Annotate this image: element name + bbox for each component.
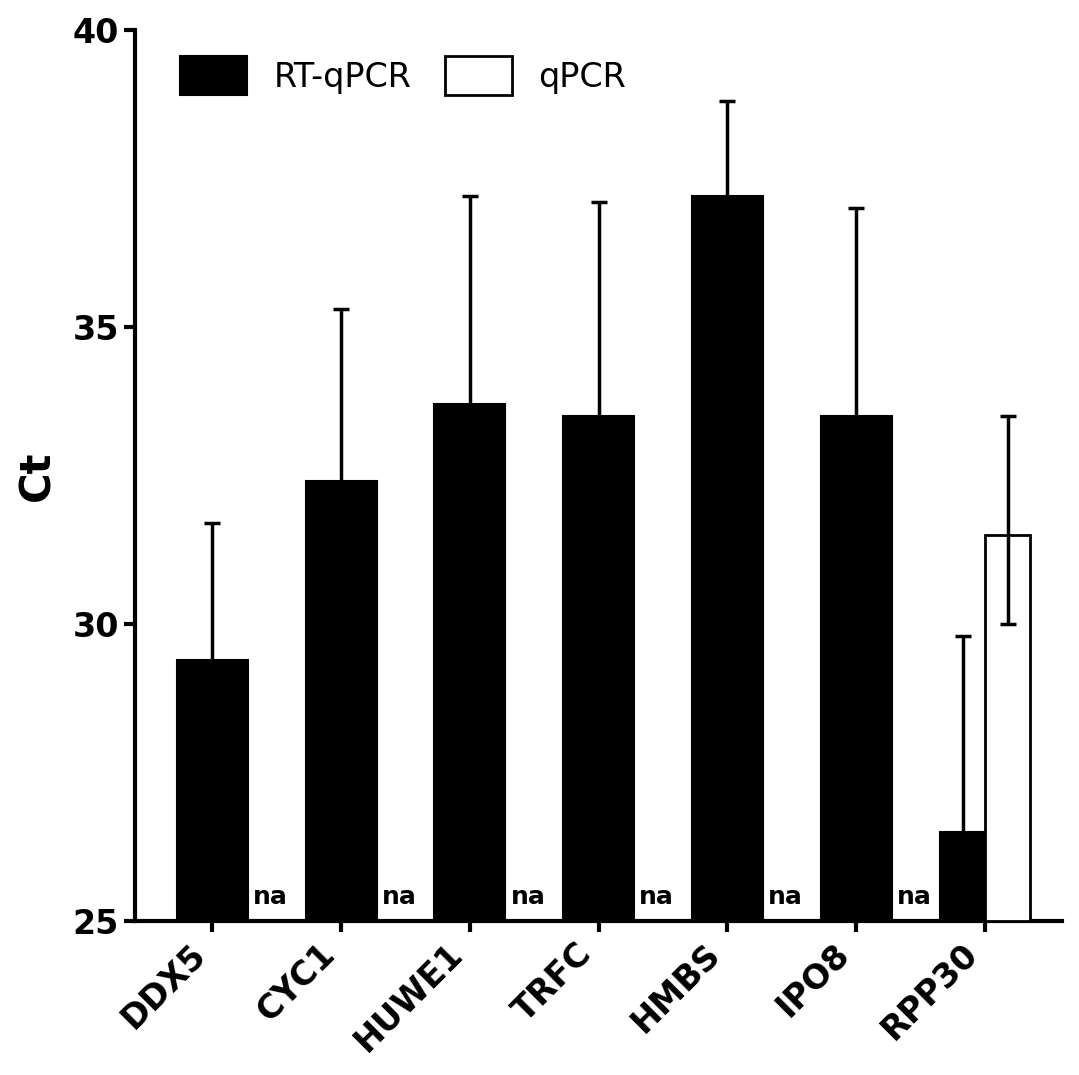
Bar (563, 416, 634, 921)
Bar (177, 660, 248, 921)
Text: na: na (510, 886, 545, 909)
Bar (821, 416, 891, 921)
Text: na: na (768, 886, 803, 909)
Legend: RT-qPCR, qPCR: RT-qPCR, qPCR (170, 46, 637, 105)
Text: na: na (897, 886, 931, 909)
Bar (940, 832, 985, 921)
Bar (692, 196, 763, 921)
Text: na: na (252, 886, 288, 909)
Bar (305, 482, 377, 921)
Text: na: na (382, 886, 416, 909)
Text: na: na (639, 886, 674, 909)
Bar (435, 404, 505, 921)
Bar (985, 535, 1030, 921)
Y-axis label: Ct: Ct (16, 450, 58, 501)
